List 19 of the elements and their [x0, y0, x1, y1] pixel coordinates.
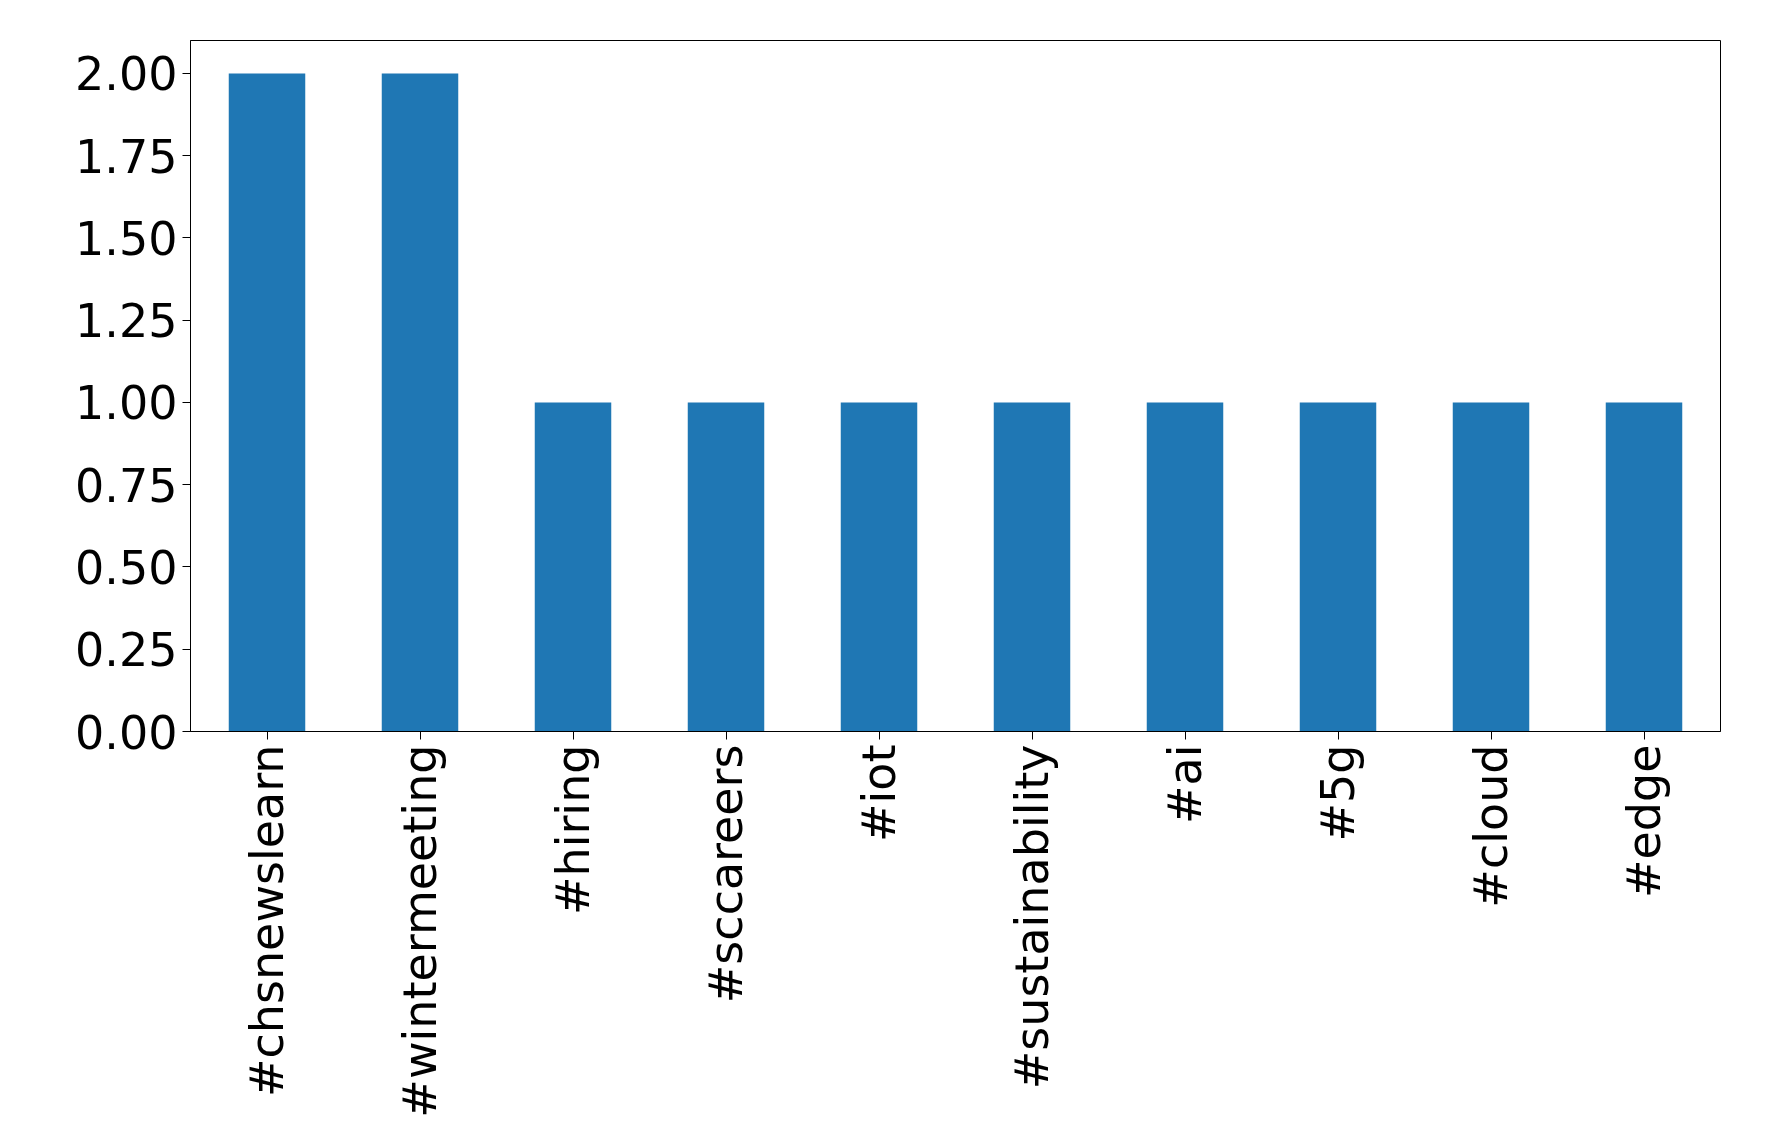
x-tick-label: #5g — [1311, 744, 1365, 842]
x-tick-label: #cloud — [1464, 744, 1518, 908]
x-tick-label: #wintermeeting — [393, 744, 447, 1118]
x-tick-label: #sccareers — [699, 744, 753, 1004]
x-tick-label: #edge — [1617, 744, 1671, 899]
x-tick-label: #iot — [852, 744, 906, 842]
y-tick-label: 0.50 — [75, 540, 178, 595]
y-tick-label: 0.75 — [75, 458, 178, 513]
y-tick-label: 1.00 — [75, 376, 178, 431]
x-tick-label: #chsnewslearn — [240, 744, 294, 1098]
x-tick-label: #ai — [1158, 744, 1212, 825]
x-tick-label: #hiring — [546, 744, 600, 916]
y-tick-label: 2.00 — [75, 47, 178, 102]
x-tick-label: #sustainability — [1005, 744, 1059, 1090]
y-tick-label: 0.25 — [75, 623, 178, 678]
y-tick-label: 1.50 — [75, 211, 178, 266]
y-tick-label: 0.00 — [75, 705, 178, 760]
y-tick-label: 1.75 — [75, 129, 178, 184]
y-tick-label: 1.25 — [75, 294, 178, 349]
